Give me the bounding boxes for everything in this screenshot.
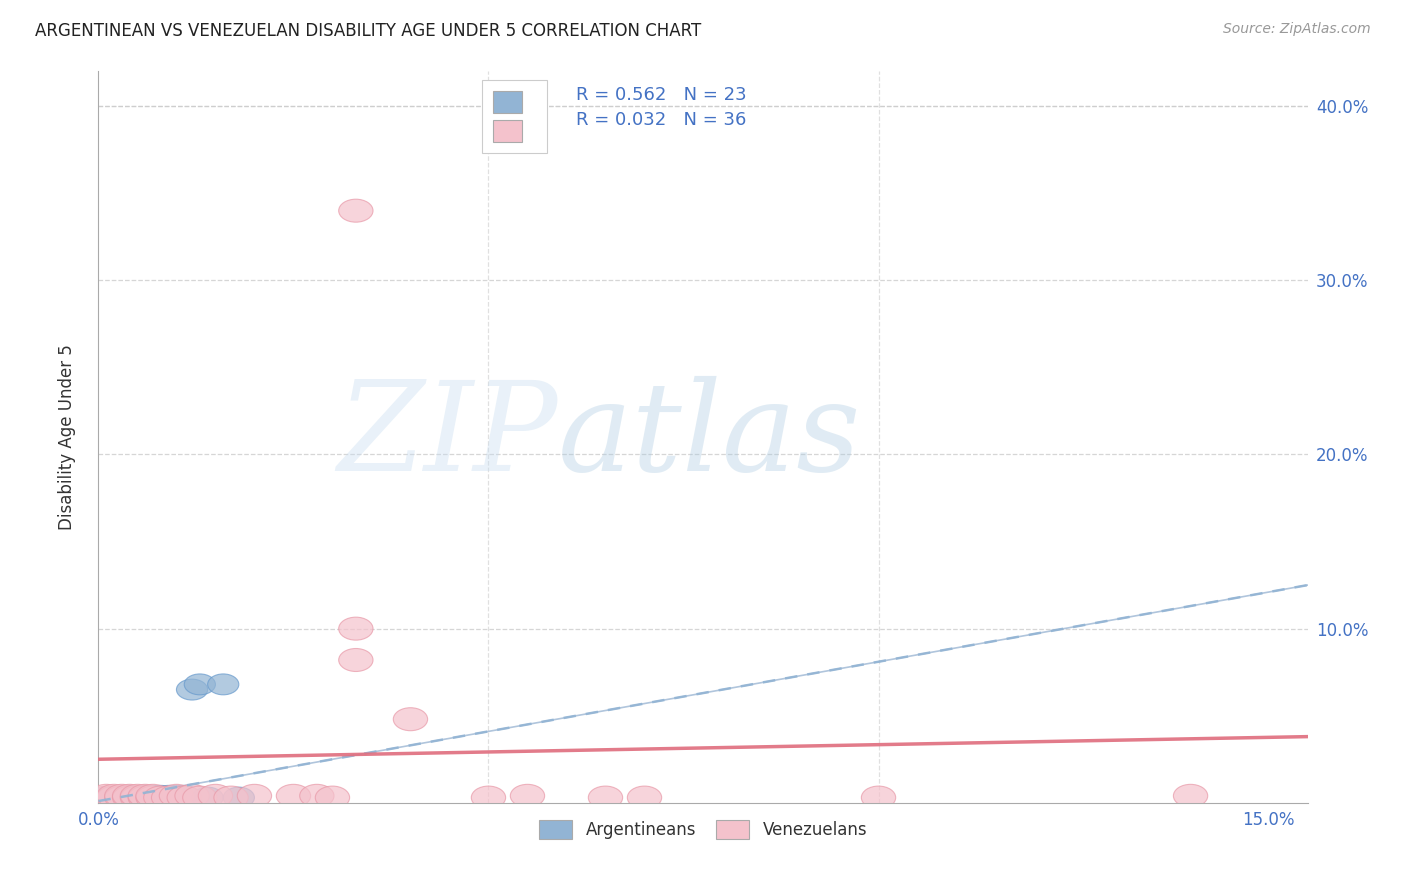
Text: R = 0.562   N = 23: R = 0.562 N = 23 — [576, 86, 747, 103]
Ellipse shape — [224, 787, 254, 808]
Ellipse shape — [129, 785, 160, 806]
Ellipse shape — [394, 707, 427, 731]
Ellipse shape — [277, 784, 311, 807]
Ellipse shape — [208, 674, 239, 695]
Ellipse shape — [176, 679, 208, 700]
Ellipse shape — [112, 784, 146, 807]
Ellipse shape — [114, 787, 145, 808]
Text: ZIP: ZIP — [337, 376, 558, 498]
Ellipse shape — [104, 786, 139, 809]
Ellipse shape — [114, 785, 145, 806]
Ellipse shape — [89, 786, 124, 809]
Text: Source: ZipAtlas.com: Source: ZipAtlas.com — [1223, 22, 1371, 37]
Ellipse shape — [299, 784, 335, 807]
Ellipse shape — [184, 674, 215, 695]
Ellipse shape — [138, 785, 169, 806]
Ellipse shape — [128, 786, 162, 809]
Ellipse shape — [169, 785, 200, 806]
Ellipse shape — [136, 786, 170, 809]
Ellipse shape — [198, 784, 232, 807]
Ellipse shape — [136, 784, 170, 807]
Text: ARGENTINEAN VS VENEZUELAN DISABILITY AGE UNDER 5 CORRELATION CHART: ARGENTINEAN VS VENEZUELAN DISABILITY AGE… — [35, 22, 702, 40]
Ellipse shape — [122, 787, 153, 808]
Legend: Argentineans, Venezuelans: Argentineans, Venezuelans — [531, 814, 875, 846]
Ellipse shape — [160, 787, 193, 808]
Ellipse shape — [122, 787, 153, 808]
Ellipse shape — [159, 784, 194, 807]
Ellipse shape — [107, 787, 138, 808]
Ellipse shape — [183, 786, 217, 809]
Ellipse shape — [510, 784, 544, 807]
Ellipse shape — [138, 787, 169, 808]
Ellipse shape — [193, 787, 224, 808]
Ellipse shape — [128, 784, 162, 807]
Text: R = 0.032   N = 36: R = 0.032 N = 36 — [576, 111, 747, 128]
Ellipse shape — [167, 786, 201, 809]
Ellipse shape — [1174, 784, 1208, 807]
Ellipse shape — [153, 787, 184, 808]
Ellipse shape — [129, 787, 160, 808]
Ellipse shape — [112, 786, 146, 809]
Ellipse shape — [89, 784, 124, 807]
Ellipse shape — [315, 786, 350, 809]
Ellipse shape — [121, 786, 155, 809]
Ellipse shape — [471, 786, 506, 809]
Ellipse shape — [121, 784, 155, 807]
Ellipse shape — [862, 786, 896, 809]
Text: atlas: atlas — [558, 376, 862, 498]
Ellipse shape — [627, 786, 662, 809]
Ellipse shape — [339, 199, 373, 222]
Ellipse shape — [97, 786, 131, 809]
Ellipse shape — [174, 784, 209, 807]
Ellipse shape — [339, 617, 373, 640]
Ellipse shape — [339, 648, 373, 672]
Ellipse shape — [214, 786, 249, 809]
Ellipse shape — [160, 785, 193, 806]
Ellipse shape — [145, 785, 176, 806]
Ellipse shape — [588, 786, 623, 809]
Ellipse shape — [90, 787, 122, 808]
Ellipse shape — [97, 784, 131, 807]
Y-axis label: Disability Age Under 5: Disability Age Under 5 — [58, 344, 76, 530]
Ellipse shape — [98, 787, 129, 808]
Ellipse shape — [143, 786, 179, 809]
Ellipse shape — [238, 784, 271, 807]
Ellipse shape — [104, 784, 139, 807]
Ellipse shape — [152, 786, 186, 809]
Ellipse shape — [153, 785, 184, 806]
Ellipse shape — [145, 787, 176, 808]
